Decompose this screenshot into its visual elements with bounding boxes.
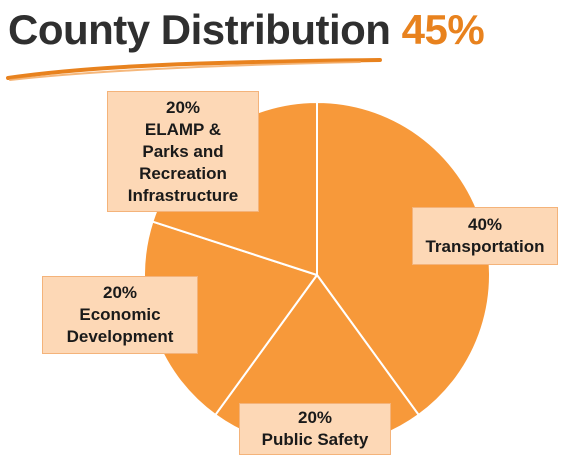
slice-label-name-line: ELAMP &: [144, 119, 222, 139]
slice-label-name-line: Transportation: [425, 237, 545, 256]
slice-label-percent: 20%: [165, 97, 201, 117]
page-title: County Distribution 45%: [8, 6, 485, 54]
slice-label-name-line: Parks and: [142, 141, 224, 161]
slice-label-public-safety: 20% Public Safety: [239, 403, 391, 455]
slice-label-name-line: Economic: [79, 305, 161, 324]
slice-label-economic-development: 20% Economic Development: [42, 276, 198, 354]
slice-label-name-line: Infrastructure: [127, 185, 239, 205]
slice-label-name-line: Public Safety: [261, 430, 369, 449]
slice-label-elamp-parks: 20% ELAMP & Parks and Recreation Infrast…: [107, 91, 259, 212]
slice-label-percent: 40%: [467, 215, 503, 234]
slice-label-transportation: 40% Transportation: [412, 207, 558, 265]
title-text: County Distribution: [8, 6, 391, 53]
title-percent: 45%: [401, 6, 485, 53]
slice-label-name-line: Recreation: [139, 163, 227, 183]
slice-label-percent: 20%: [297, 408, 333, 427]
slice-label-percent: 20%: [102, 283, 138, 302]
slice-label-name-line: Development: [66, 327, 174, 346]
